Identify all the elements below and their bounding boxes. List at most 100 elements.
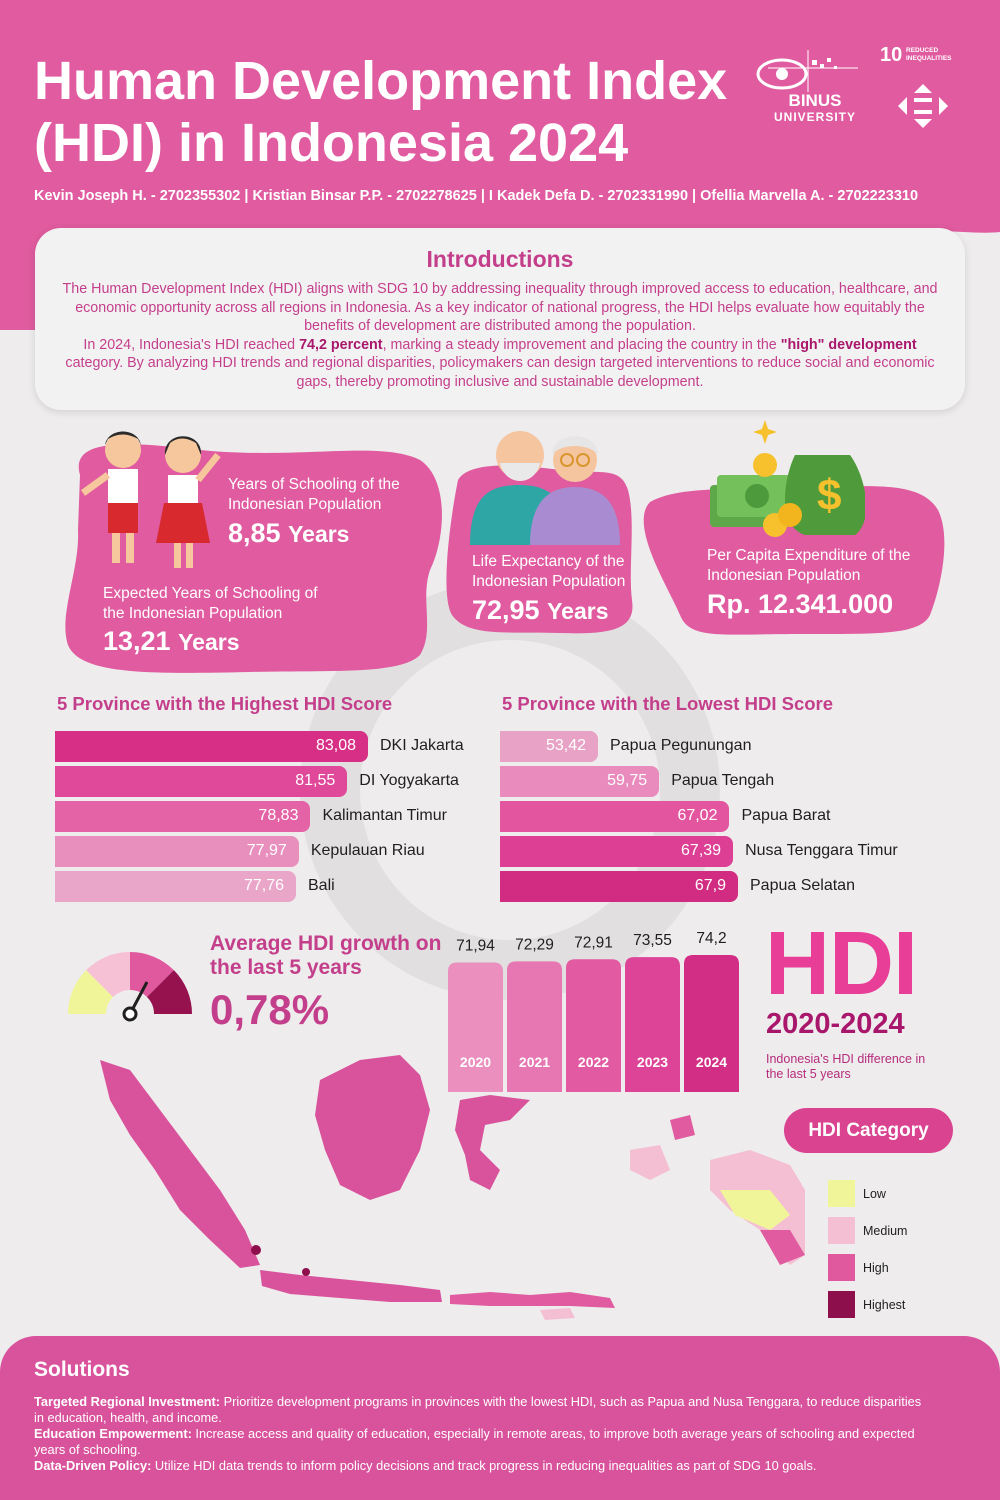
map-java <box>260 1270 442 1302</box>
money-illustration: $ <box>710 420 865 537</box>
life-expectancy-label: Life Expectancy of the Indonesian Popula… <box>472 553 626 590</box>
expenditure-label: Per Capita Expenditure of the Indonesian… <box>707 547 911 584</box>
lowest-hdi-title: 5 Province with the Lowest HDI Score <box>502 693 834 714</box>
province-bar-value: 77,76 <box>243 877 284 894</box>
map-jakarta-highest <box>251 1245 261 1255</box>
legend-swatch-highest <box>828 1291 855 1318</box>
hdi-note: Indonesia's HDI difference in the last 5… <box>766 1052 926 1081</box>
province-name: Kepulauan Riau <box>310 842 425 859</box>
province-bar-value: 83,08 <box>315 737 356 754</box>
intro-card: Introductions The Human Development Inde… <box>35 228 965 410</box>
binus-logo: BINUS UNIVERSITY <box>748 48 878 128</box>
yearly-hdi-chart: 2020 71,94 2021 72,29 2022 72,91 2023 73,55 2024… <box>448 930 739 1092</box>
province-name: DKI Jakarta <box>380 737 464 754</box>
expected-schooling-value: 13,21 Years <box>103 626 240 656</box>
year-column <box>625 957 680 1092</box>
hdi-percent-highlight: 74,2 percent <box>299 336 383 353</box>
students-illustration <box>80 431 221 568</box>
year-label: 2021 <box>519 1054 550 1070</box>
equality-icon <box>898 84 948 128</box>
year-value-label: 72,29 <box>515 936 554 953</box>
province-name: Papua Tengah <box>671 772 775 789</box>
title-line-2: (HDI) in Indonesia 2024 <box>34 113 629 173</box>
growth-title: Average HDI growth on the last 5 years <box>210 932 442 979</box>
gauge-segment-low <box>68 970 114 1014</box>
solutions-title: Solutions <box>34 1358 130 1381</box>
province-name: Papua Selatan <box>750 877 855 894</box>
province-bar-value: 67,9 <box>694 877 726 894</box>
map-maluku-utara <box>670 1115 695 1140</box>
hdi-big-label: HDI <box>765 914 918 1014</box>
intro-paragraph-1: The Human Development Index (HDI) aligns… <box>62 281 938 335</box>
binus-logo-icon <box>756 50 858 92</box>
intro-body: The Human Development Index (HDI) aligns… <box>57 280 943 392</box>
intro-paragraph-2: In 2024, Indonesia's HDI reached 74,2 pe… <box>65 336 935 390</box>
province-bar-value: 59,75 <box>607 772 648 789</box>
province-bar <box>500 871 738 902</box>
high-development-highlight: "high" development <box>780 336 917 353</box>
map-sulawesi <box>455 1095 530 1190</box>
legend-swatch-low <box>828 1180 855 1207</box>
lowest-hdi-chart: 53,42 Papua Pegunungan 59,75 Papua Tengah 67… <box>500 731 940 906</box>
year-label: 2022 <box>578 1054 609 1070</box>
province-bar <box>55 836 299 867</box>
province-bar <box>55 766 348 797</box>
sdg-title: REDUCED INEQUALITIES <box>906 47 952 62</box>
province-bar <box>55 871 296 902</box>
province-bar <box>500 766 660 797</box>
year-column <box>448 962 503 1092</box>
year-value-label: 74,2 <box>696 930 726 947</box>
province-bar-value: 53,42 <box>545 737 586 754</box>
growth-gauge <box>68 952 192 1022</box>
province-bar <box>500 836 734 867</box>
province-name: Nusa Tenggara Timur <box>745 842 898 859</box>
province-name: Papua Barat <box>741 807 831 824</box>
map-maluku <box>630 1145 670 1180</box>
province-bar-value: 81,55 <box>295 772 336 789</box>
page-title: Human Development Index (HDI) in Indones… <box>34 50 734 174</box>
indonesia-map <box>100 1055 805 1320</box>
legend-label-highest: Highest <box>863 1298 906 1312</box>
solutions-section: Solutions Targeted Regional Investment: … <box>0 1336 1000 1500</box>
growth-value: 0,78% <box>210 986 330 1033</box>
province-bar <box>55 731 368 762</box>
province-bar-value: 67,02 <box>677 807 718 824</box>
legend-label-high: High <box>863 1261 889 1275</box>
year-value-label: 72,91 <box>574 934 613 951</box>
intro-title: Introductions <box>426 246 574 272</box>
legend-label-low: Low <box>863 1187 886 1201</box>
binus-logo-subtext: UNIVERSITY <box>773 110 856 124</box>
province-bar-value: 67,39 <box>681 842 722 859</box>
expenditure-value: Rp. 12.341.000 <box>707 589 894 619</box>
province-bar <box>500 731 598 762</box>
elderly-couple-illustration <box>470 431 620 545</box>
gauge-segment-highest <box>146 970 192 1014</box>
legend-label-medium: Medium <box>863 1224 908 1238</box>
map-sumatra <box>100 1060 260 1268</box>
map-yogyakarta-highest <box>302 1268 310 1276</box>
hdi-years-label: 2020-2024 <box>766 1008 905 1040</box>
authors-line: Kevin Joseph H. - 2702355302 | Kristian … <box>34 188 919 204</box>
year-column <box>684 955 739 1092</box>
life-expectancy-value: 72,95 Years <box>472 595 609 625</box>
solution-item: Data-Driven Policy: Utilize HDI data tre… <box>34 1458 817 1473</box>
province-name: DI Yogyakarta <box>359 772 459 789</box>
province-bar <box>500 801 730 832</box>
solution-item: Education Empowerment: Increase access a… <box>34 1426 915 1457</box>
legend-swatch-high <box>828 1254 855 1281</box>
expected-schooling-label: Expected Years of Schooling of the Indon… <box>103 585 318 622</box>
map-ntt-medium <box>540 1308 575 1320</box>
gauge-segment-medium <box>86 952 130 998</box>
hdi-category-title: HDI Category <box>784 1108 953 1153</box>
highest-hdi-title: 5 Province with the Highest HDI Score <box>57 693 393 714</box>
map-kalimantan <box>315 1055 430 1200</box>
gauge-segment-high <box>130 952 174 998</box>
province-bar-value: 78,83 <box>258 807 299 824</box>
solutions-body: Targeted Regional Investment: Prioritize… <box>34 1394 934 1474</box>
legend-swatch-medium <box>828 1217 855 1244</box>
province-name: Papua Pegunungan <box>610 737 752 754</box>
year-value-label: 73,55 <box>633 932 672 949</box>
year-value-label: 71,94 <box>456 938 495 955</box>
year-label: 2020 <box>460 1054 491 1070</box>
province-name: Bali <box>308 877 335 894</box>
